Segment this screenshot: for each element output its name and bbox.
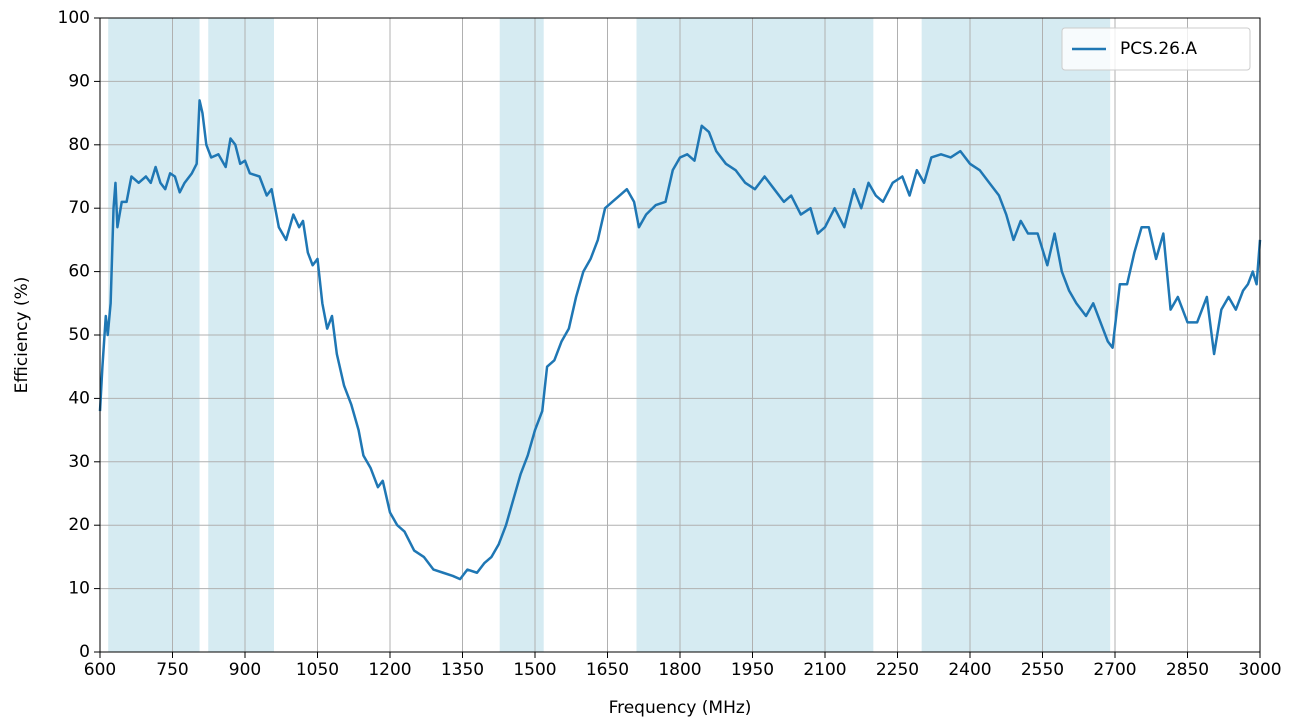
legend-box <box>1061 27 1251 71</box>
y-tick-label: 10 <box>68 579 90 599</box>
x-tick-label: 1650 <box>586 660 629 680</box>
y-tick-label: 70 <box>68 198 90 218</box>
x-tick-label: 1200 <box>368 660 411 680</box>
x-tick-label: 1950 <box>731 660 774 680</box>
data-line <box>98 99 1262 581</box>
y-tick-label: 50 <box>68 325 90 345</box>
x-tick-label: 2700 <box>1093 660 1136 680</box>
x-tick-label: 750 <box>156 660 188 680</box>
x-tick-label: 1800 <box>658 660 701 680</box>
x-tick-label: 1350 <box>441 660 484 680</box>
x-tick-label: 1050 <box>296 660 339 680</box>
legend-label: PCS.26.A <box>1120 39 1197 59</box>
y-tick-label: 80 <box>68 135 90 155</box>
x-tick-label: 2400 <box>948 660 991 680</box>
y-tick-label: 0 <box>79 642 90 662</box>
x-tick-label: 2100 <box>803 660 846 680</box>
y-tick-label: 20 <box>68 515 90 535</box>
x-tick-label: 2850 <box>1166 660 1209 680</box>
x-tick-label: 2250 <box>876 660 919 680</box>
plot-frame <box>99 17 1261 653</box>
x-tick-label: 1500 <box>513 660 556 680</box>
x-axis-label: Frequency (MHz) <box>609 698 752 718</box>
x-tick-label: 2550 <box>1021 660 1064 680</box>
y-tick-label: 40 <box>68 388 90 408</box>
y-axis-label: Efficiency (%) <box>12 277 32 394</box>
y-tick-label: 100 <box>58 8 90 28</box>
y-tick-label: 60 <box>68 262 90 282</box>
x-tick-label: 3000 <box>1238 660 1281 680</box>
y-tick-label: 30 <box>68 452 90 472</box>
y-tick-label: 90 <box>68 71 90 91</box>
x-tick-label: 900 <box>229 660 261 680</box>
x-tick-label: 600 <box>84 660 116 680</box>
